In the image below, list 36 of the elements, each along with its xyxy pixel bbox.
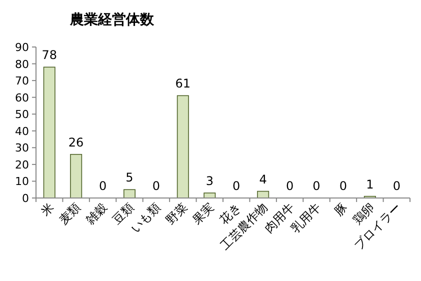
data-label: 0 — [392, 179, 400, 193]
data-label: 26 — [68, 135, 84, 150]
bar — [70, 154, 82, 198]
data-label: 3 — [206, 174, 214, 188]
data-label: 0 — [312, 179, 320, 193]
y-tick-label: 30 — [15, 142, 29, 155]
data-label: 0 — [286, 179, 294, 193]
x-tick-label: 雑穀 — [83, 200, 110, 228]
data-label: 78 — [42, 48, 57, 62]
y-tick-label: 90 — [15, 41, 29, 54]
bar — [176, 95, 189, 198]
y-tick-label: 20 — [15, 158, 29, 172]
chart-title: 農業経営体数 — [69, 12, 155, 28]
y-tick-label: 40 — [15, 124, 29, 138]
y-tick-label: 0 — [22, 192, 29, 205]
data-label: 0 — [152, 179, 160, 193]
x-tick-label: 豆類 — [110, 200, 137, 228]
data-label: 61 — [175, 76, 191, 91]
bar — [43, 66, 56, 198]
y-tick-label: 10 — [15, 175, 29, 188]
data-label: 0 — [98, 179, 107, 193]
data-label: 0 — [339, 179, 348, 193]
y-tick-label: 80 — [15, 58, 29, 71]
y-tick-label: 60 — [15, 91, 29, 104]
x-tick-label: 果実 — [190, 200, 217, 228]
data-label: 0 — [232, 179, 240, 193]
x-tick-label: 麦類 — [56, 200, 84, 228]
y-tick-label: 70 — [15, 74, 29, 88]
data-label: 5 — [126, 170, 134, 185]
data-label: 1 — [366, 177, 374, 192]
x-tick-label: 野菜 — [163, 200, 190, 228]
x-tick-label: 豚 — [332, 200, 350, 219]
data-label: 4 — [259, 172, 267, 186]
bar — [123, 189, 136, 198]
x-tick-label: 米 — [38, 200, 56, 219]
y-tick-label: 50 — [15, 108, 29, 122]
